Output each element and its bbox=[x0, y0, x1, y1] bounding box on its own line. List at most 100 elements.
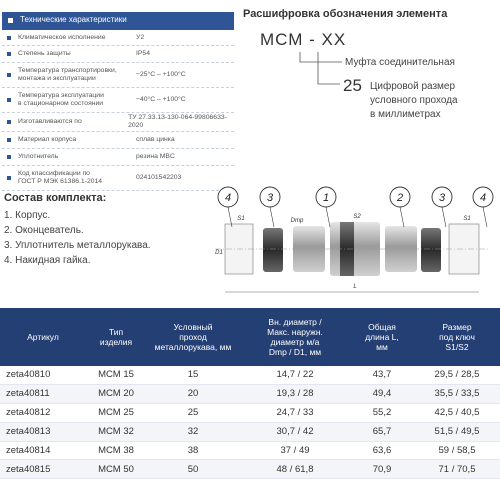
callout-leader bbox=[227, 206, 233, 228]
column-header: Вн. диаметр / Макс. наружн. диаметр м/а … bbox=[240, 308, 350, 366]
spec-label: Температура эксплуатации в стационарном … bbox=[2, 92, 130, 108]
table-body: zeta40810 МСМ 15 15 14,7 / 22 43,7 29,5 / 28,… bbox=[0, 366, 500, 479]
table-cell: 55,2 bbox=[350, 403, 414, 423]
table-cell: 59 / 58,5 bbox=[414, 441, 500, 461]
nut-outline bbox=[448, 223, 480, 275]
decoding-code: МСМ - XX bbox=[260, 30, 347, 49]
table-row: zeta40811 МСМ 20 20 19,3 / 28 49,4 35,5 / 33,… bbox=[0, 384, 500, 404]
callout-number: 3 bbox=[267, 192, 274, 204]
spec-row: Код классификации по ГОСТ Р МЭК 61386.1-… bbox=[2, 166, 234, 191]
spec-table: Технические характеристики Климатическое… bbox=[2, 12, 234, 191]
kit-item: 3. Уплотнитель металлорукава. bbox=[4, 240, 151, 251]
spec-value: ТУ 27.33.13-130-064-99806633-2020 bbox=[128, 114, 227, 129]
spec-value: −25°C – +100°C bbox=[136, 71, 186, 78]
table-header: Артикул Тип изделия Условный проход металл… bbox=[0, 308, 500, 366]
assembly-drawing: 4 3 1 2 3 4 S1 D1 Dmp S2 S1 L bbox=[215, 186, 494, 293]
table-cell: МСМ 25 bbox=[86, 403, 146, 423]
spec-label: Материал корпуса bbox=[2, 136, 130, 144]
spec-label: Изготавливаются по bbox=[2, 118, 122, 126]
table-cell: zeta40815 bbox=[0, 459, 86, 479]
callout-leader bbox=[441, 206, 447, 228]
spec-label: Степень защиты bbox=[2, 50, 130, 58]
callout-leader bbox=[325, 206, 331, 228]
dims: S1 D1 Dmp S2 S1 L bbox=[215, 214, 471, 290]
product-table: Артикул Тип изделия Условный проход металл… bbox=[0, 308, 500, 479]
table-row: zeta40815 МСМ 50 50 48 / 61,8 70,9 71 / 70,5 bbox=[0, 459, 500, 479]
table-cell: 15 bbox=[146, 366, 240, 385]
table-row: zeta40810 МСМ 15 15 14,7 / 22 43,7 29,5 / 28,… bbox=[0, 366, 500, 385]
table-cell: zeta40811 bbox=[0, 384, 86, 404]
table-cell: МСМ 20 bbox=[86, 384, 146, 404]
spec-row: Материал корпуса сплав цинка bbox=[2, 132, 234, 149]
spec-label: Уплотнитель bbox=[2, 153, 130, 161]
kit-title: Состав комплекта: bbox=[4, 192, 107, 204]
spec-value: сплав цинка bbox=[136, 136, 175, 143]
table-row: zeta40814 МСМ 38 38 37 / 49 63,6 59 / 58,5 bbox=[0, 441, 500, 461]
kit-item: 4. Накидная гайка. bbox=[4, 255, 91, 266]
column-header: Тип изделия bbox=[86, 308, 146, 366]
spec-row: Изготавливаются по ТУ 27.33.13-130-064-99… bbox=[2, 113, 234, 132]
table-cell: 49,4 bbox=[350, 384, 414, 404]
callout-number: 2 bbox=[396, 192, 403, 204]
table-cell: МСМ 32 bbox=[86, 422, 146, 442]
table-cell: 35,5 / 33,5 bbox=[414, 384, 500, 404]
callouts: 4 3 1 2 3 4 bbox=[217, 186, 494, 228]
spec-label: Климатическое исполнение bbox=[2, 34, 130, 42]
seal bbox=[263, 228, 283, 272]
spec-row: Степень защиты IP54 bbox=[2, 46, 234, 63]
example-meaning: Цифровой размер условного прохода в милл… bbox=[370, 81, 458, 120]
table-cell: 30,7 / 42 bbox=[240, 422, 350, 442]
table-cell: 71 / 70,5 bbox=[414, 459, 500, 479]
table-row: zeta40813 МСМ 32 32 30,7 / 42 65,7 51,5 / 49,… bbox=[0, 422, 500, 442]
table-cell: 42,5 / 40,5 bbox=[414, 403, 500, 423]
callout-leader bbox=[482, 206, 488, 228]
spec-value: IP54 bbox=[136, 50, 150, 57]
table-row: zeta40812 МСМ 25 25 24,7 / 33 55,2 42,5 / 40,… bbox=[0, 403, 500, 423]
column-header: Общая длина L, мм bbox=[350, 308, 414, 366]
spec-row: Уплотнитель резина MBC bbox=[2, 149, 234, 166]
table-cell: 43,7 bbox=[350, 366, 414, 385]
dim-label: S1 bbox=[237, 216, 244, 222]
table-cell: zeta40814 bbox=[0, 441, 86, 461]
spec-value: −40°C – +100°C bbox=[136, 96, 186, 103]
spec-value: У2 bbox=[136, 33, 145, 41]
table-cell: 65,7 bbox=[350, 422, 414, 442]
dim-label: S2 bbox=[353, 214, 361, 220]
table-cell: zeta40812 bbox=[0, 403, 86, 423]
code-meaning: Муфта соединительная bbox=[345, 57, 455, 68]
table-cell: 51,5 / 49,5 bbox=[414, 422, 500, 442]
dim-label: S1 bbox=[463, 216, 470, 222]
table-cell: 63,6 bbox=[350, 441, 414, 461]
callout-leader bbox=[399, 206, 405, 228]
dim-label: D1 bbox=[215, 250, 223, 256]
table-cell: 50 bbox=[146, 459, 240, 479]
spec-row: Климатическое исполнение У2 bbox=[2, 30, 234, 46]
kit-list: 1. Корпус. 2. Оконцеватель. 3. Уплотнитель… bbox=[4, 208, 151, 268]
table-cell: 70,9 bbox=[350, 459, 414, 479]
spec-label: Код классификации по ГОСТ Р МЭК 61386.1-… bbox=[2, 170, 130, 186]
callout-leader bbox=[269, 206, 275, 228]
kit-item: 2. Оконцеватель. bbox=[4, 225, 84, 236]
table-cell: МСМ 38 bbox=[86, 441, 146, 461]
table-cell: 20 bbox=[146, 384, 240, 404]
table-cell: 32 bbox=[146, 422, 240, 442]
callout-number: 3 bbox=[439, 192, 446, 204]
table-cell: 29,5 / 28,5 bbox=[414, 366, 500, 385]
table-cell: 14,7 / 22 bbox=[240, 366, 350, 385]
callout-number: 1 bbox=[323, 192, 329, 204]
column-header: Размер под ключ S1/S2 bbox=[414, 308, 500, 366]
table-cell: zeta40810 bbox=[0, 366, 86, 385]
seal bbox=[421, 228, 441, 272]
table-cell: 19,3 / 28 bbox=[240, 384, 350, 404]
column-header: Артикул bbox=[0, 308, 86, 366]
table-cell: 38 bbox=[146, 441, 240, 461]
spec-rows: Климатическое исполнение У2 Степень защиты… bbox=[2, 30, 234, 191]
table-cell: zeta40813 bbox=[0, 422, 86, 442]
table-cell: МСМ 15 bbox=[86, 366, 146, 385]
table-cell: МСМ 50 bbox=[86, 459, 146, 479]
decoding-example: 25 bbox=[343, 76, 362, 95]
kit-item: 1. Корпус. bbox=[4, 210, 51, 221]
spec-row: Температура эксплуатации в стационарном … bbox=[2, 88, 234, 113]
leader-line bbox=[299, 52, 342, 63]
